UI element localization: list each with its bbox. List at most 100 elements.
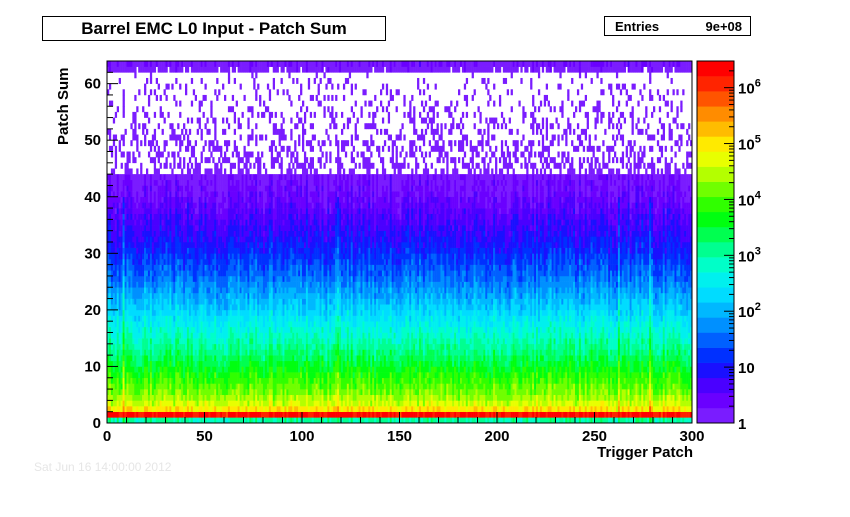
heatmap-cell	[132, 315, 135, 322]
heatmap-cell	[128, 360, 131, 367]
heatmap-cell	[171, 377, 174, 384]
heatmap-cell	[202, 292, 205, 299]
heatmap-cell	[179, 389, 182, 396]
heatmap-cell	[204, 338, 207, 345]
heatmap-cell	[296, 332, 299, 339]
heatmap-cell	[128, 202, 131, 209]
heatmap-cell	[181, 332, 184, 339]
heatmap-cell	[239, 247, 242, 254]
heatmap-cell	[284, 372, 287, 379]
heatmap-cell	[136, 253, 139, 260]
heatmap-cell	[261, 66, 264, 73]
heatmap-cell	[147, 287, 151, 294]
heatmap-cell	[107, 258, 110, 265]
heatmap-cell	[251, 208, 254, 215]
heatmap-cell	[263, 355, 266, 362]
heatmap-cell	[151, 394, 155, 401]
heatmap-cell	[253, 202, 256, 209]
heatmap-cell	[173, 94, 176, 101]
heatmap-cell	[167, 315, 170, 322]
heatmap-cell	[264, 253, 268, 260]
heatmap-cell	[241, 394, 244, 401]
heatmap-cell	[142, 338, 145, 345]
heatmap-cell	[159, 292, 162, 299]
heatmap-cell	[298, 225, 301, 231]
heatmap-cell	[146, 258, 149, 265]
heatmap-cell	[107, 191, 110, 198]
heatmap-cell	[231, 411, 235, 418]
heatmap-cell	[222, 355, 225, 362]
heatmap-cell	[251, 332, 254, 339]
heatmap-cell	[165, 383, 168, 390]
heatmap-cell	[108, 417, 112, 424]
heatmap-cell	[224, 242, 227, 248]
heatmap-cell	[153, 264, 157, 271]
heatmap-cell	[175, 230, 178, 237]
heatmap-cell	[163, 355, 166, 362]
heatmap-cell	[163, 213, 166, 220]
heatmap-cell	[120, 292, 123, 299]
heatmap-cell	[282, 247, 285, 254]
heatmap-cell	[169, 411, 172, 418]
heatmap-cell	[142, 292, 145, 299]
heatmap-cell	[171, 281, 174, 288]
heatmap-cell	[263, 315, 266, 322]
heatmap-cell	[169, 61, 172, 67]
heatmap-cell	[284, 338, 287, 345]
heatmap-cell	[136, 213, 139, 220]
heatmap-cell	[165, 309, 168, 316]
heatmap-cell	[227, 225, 231, 231]
heatmap-cell	[142, 174, 145, 181]
heatmap-cell	[243, 417, 246, 424]
heatmap-cell	[122, 253, 125, 260]
heatmap-cell	[188, 366, 192, 373]
heatmap-cell	[204, 360, 207, 367]
heatmap-cell	[225, 411, 229, 418]
heatmap-cell	[116, 179, 119, 186]
heatmap-cell	[290, 366, 293, 373]
heatmap-cell	[266, 411, 270, 418]
heatmap-cell	[171, 383, 174, 390]
heatmap-cell	[270, 332, 274, 339]
heatmap-cell	[134, 242, 137, 248]
heatmap-cell	[249, 343, 252, 350]
heatmap-cell	[163, 326, 166, 333]
heatmap-cell	[235, 247, 238, 254]
heatmap-cell	[249, 321, 252, 328]
heatmap-cell	[161, 372, 164, 379]
heatmap-cell	[173, 191, 176, 198]
heatmap-cell	[257, 281, 260, 288]
heatmap-cell	[185, 219, 188, 226]
heatmap-cell	[118, 191, 121, 198]
heatmap-cell	[163, 366, 166, 373]
heatmap-cell	[192, 253, 196, 260]
heatmap-cell	[146, 309, 149, 316]
heatmap-cell	[218, 230, 221, 237]
heatmap-cell	[208, 157, 211, 164]
heatmap-cell	[253, 219, 256, 226]
heatmap-cell	[264, 394, 268, 401]
heatmap-cell	[296, 185, 299, 192]
heatmap-cell	[284, 213, 287, 220]
heatmap-cell	[261, 287, 264, 294]
heatmap-cell	[134, 270, 137, 277]
heatmap-cell	[266, 343, 270, 350]
heatmap-cell	[204, 242, 207, 248]
heatmap-cell	[142, 253, 145, 260]
heatmap-cell	[192, 292, 196, 299]
heatmap-cell	[175, 315, 178, 322]
heatmap-cell	[169, 332, 172, 339]
heatmap-cell	[216, 406, 219, 412]
heatmap-cell	[216, 332, 219, 339]
heatmap-cell	[124, 219, 127, 226]
heatmap-cell	[177, 343, 180, 350]
heatmap-cell	[274, 264, 277, 271]
heatmap-cell	[218, 332, 221, 339]
heatmap-cell	[255, 281, 258, 288]
heatmap-cell	[206, 179, 209, 186]
heatmap-cell	[259, 242, 262, 248]
heatmap-cell	[134, 332, 137, 339]
heatmap-cell	[268, 389, 272, 396]
heatmap-cell	[245, 61, 248, 67]
heatmap-cell	[128, 321, 131, 328]
